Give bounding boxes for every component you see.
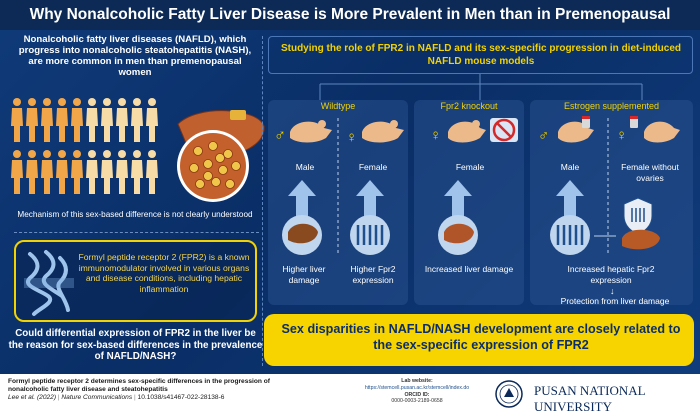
fat-droplet-icon: [223, 149, 233, 159]
research-question: Could differential expression of FPR2 in…: [8, 328, 263, 362]
svg-text:♀: ♀: [616, 127, 627, 144]
fat-droplet-icon: [215, 153, 225, 163]
fat-droplet-icon: [203, 171, 213, 181]
person-icon: [26, 150, 38, 194]
lab-info: Lab website: https://stemcell.pusan.ac.k…: [352, 378, 482, 405]
male-mouse-icon: ♂: [274, 120, 332, 144]
person-icon: [101, 150, 113, 194]
male-mouse-icon: ♂: [538, 116, 594, 144]
population-illustration: [11, 98, 265, 202]
female-mouse-icon: ♀: [616, 116, 680, 144]
damaged-liver-icon: [282, 215, 322, 255]
column-divider: [262, 36, 263, 366]
person-icon: [11, 98, 23, 142]
fpr2-expression-icon: [550, 215, 590, 255]
svg-text:♀: ♀: [346, 129, 357, 146]
wildtype-male-label: Male: [295, 162, 315, 172]
person-icon: [116, 98, 128, 142]
person-icon: [146, 150, 158, 194]
university-name: PUSAN NATIONAL UNIVERSITY: [534, 383, 646, 413]
estrogen-title: Estrogen supplemented: [563, 101, 660, 111]
estrogen-result: Increased hepatic Fpr2 expression: [567, 264, 655, 285]
authors: Lee et al. (2022): [8, 394, 57, 401]
person-icon: [71, 150, 83, 194]
university-logo-icon: [495, 380, 523, 408]
study-box: [268, 36, 693, 74]
person-icon: [146, 98, 158, 142]
svg-text:♂: ♂: [538, 127, 549, 144]
estrogen-female-label: Female without ovaries: [621, 162, 679, 183]
damaged-liver-icon: [438, 215, 478, 255]
conclusion-text: Sex disparities in NAFLD/NASH developmen…: [281, 322, 681, 352]
person-icon: [131, 150, 143, 194]
study-connectors: [319, 74, 643, 100]
lab-label: Lab website:: [401, 378, 433, 384]
fpr2-expression-icon: [350, 215, 390, 255]
no-receptor-icon: [490, 118, 518, 142]
footer: [0, 374, 700, 413]
person-icon: [41, 98, 53, 142]
orcid-label: ORCID ID:: [404, 391, 430, 398]
up-arrow-icon: [288, 180, 584, 218]
fpr2-text: Formyl peptide receptor 2 (FPR2) is a kn…: [78, 252, 250, 294]
page-title: Why Nonalcoholic Fatty Liver Disease is …: [0, 0, 700, 53]
fat-droplet-icon: [195, 179, 205, 189]
person-icon: [26, 98, 38, 142]
fat-droplet-icon: [203, 159, 213, 169]
healthy-liver-icon: [622, 229, 660, 250]
svg-text:♂: ♂: [274, 127, 286, 144]
down-arrow-icon: ↓: [610, 286, 615, 296]
fat-droplet-icon: [189, 163, 199, 173]
fat-droplet-icon: [211, 177, 221, 187]
fatty-tissue-icon: [177, 130, 249, 202]
mechanism-text: Mechanism of this sex-based difference i…: [17, 210, 253, 219]
study-text: Studying the role of FPR2 in NAFLD and i…: [280, 43, 682, 67]
person-icon: [11, 150, 23, 194]
protection-label: Protection from liver damage: [560, 296, 670, 306]
person-icon: [41, 150, 53, 194]
person-icon: [131, 98, 143, 142]
svg-text:♀: ♀: [430, 127, 441, 144]
fat-droplet-icon: [208, 141, 218, 151]
fat-droplet-icon: [218, 165, 228, 175]
shield-icon: [623, 197, 653, 235]
estrogen-male-label: Male: [560, 162, 580, 172]
person-icon: [71, 98, 83, 142]
knockout-female-label: Female: [455, 162, 485, 172]
citation: Formyl peptide receptor 2 determines sex…: [8, 378, 270, 401]
fat-droplet-icon: [193, 146, 203, 156]
fat-droplet-icon: [225, 179, 235, 189]
doi: 10.1038/s41467-022-28138-6: [137, 394, 225, 401]
wildtype-title: Wildtype: [320, 101, 356, 111]
orcid-id: 0000-0003-2189-0658: [391, 398, 443, 405]
fat-droplet-icon: [231, 161, 241, 171]
receptor-icon: [24, 250, 74, 316]
knockout-title: Fpr2 knockout: [440, 101, 498, 111]
person-icon: [56, 98, 68, 142]
panel-graphics: ♂ ♀ ♀ ♂ ♀: [274, 116, 680, 256]
journal: Nature Communications: [61, 394, 133, 401]
wildtype-female-label: Female: [358, 162, 388, 172]
female-mouse-icon: ♀: [346, 120, 404, 146]
lab-url[interactable]: https://stemcell.pusan.ac.kr/stemcell/in…: [364, 384, 470, 391]
person-icon: [86, 150, 98, 194]
wildtype-female-result: Higher Fpr2 expression: [350, 264, 396, 285]
person-icon: [56, 150, 68, 194]
person-icon: [101, 98, 113, 142]
conclusion-box: [264, 314, 694, 366]
paper-title: Formyl peptide receptor 2 determines sex…: [8, 378, 270, 393]
person-icon: [116, 150, 128, 194]
people-figures-icon: [11, 98, 158, 194]
female-mouse-icon: ♀: [430, 120, 486, 144]
fpr2-box: [14, 240, 257, 322]
knockout-result: Increased liver damage: [424, 264, 514, 274]
intro-text: Nonalcoholic fatty liver diseases (NAFLD…: [18, 34, 252, 78]
person-icon: [86, 98, 98, 142]
section-divider: [14, 232, 259, 233]
wildtype-male-result: Higher liver damage: [282, 264, 326, 285]
